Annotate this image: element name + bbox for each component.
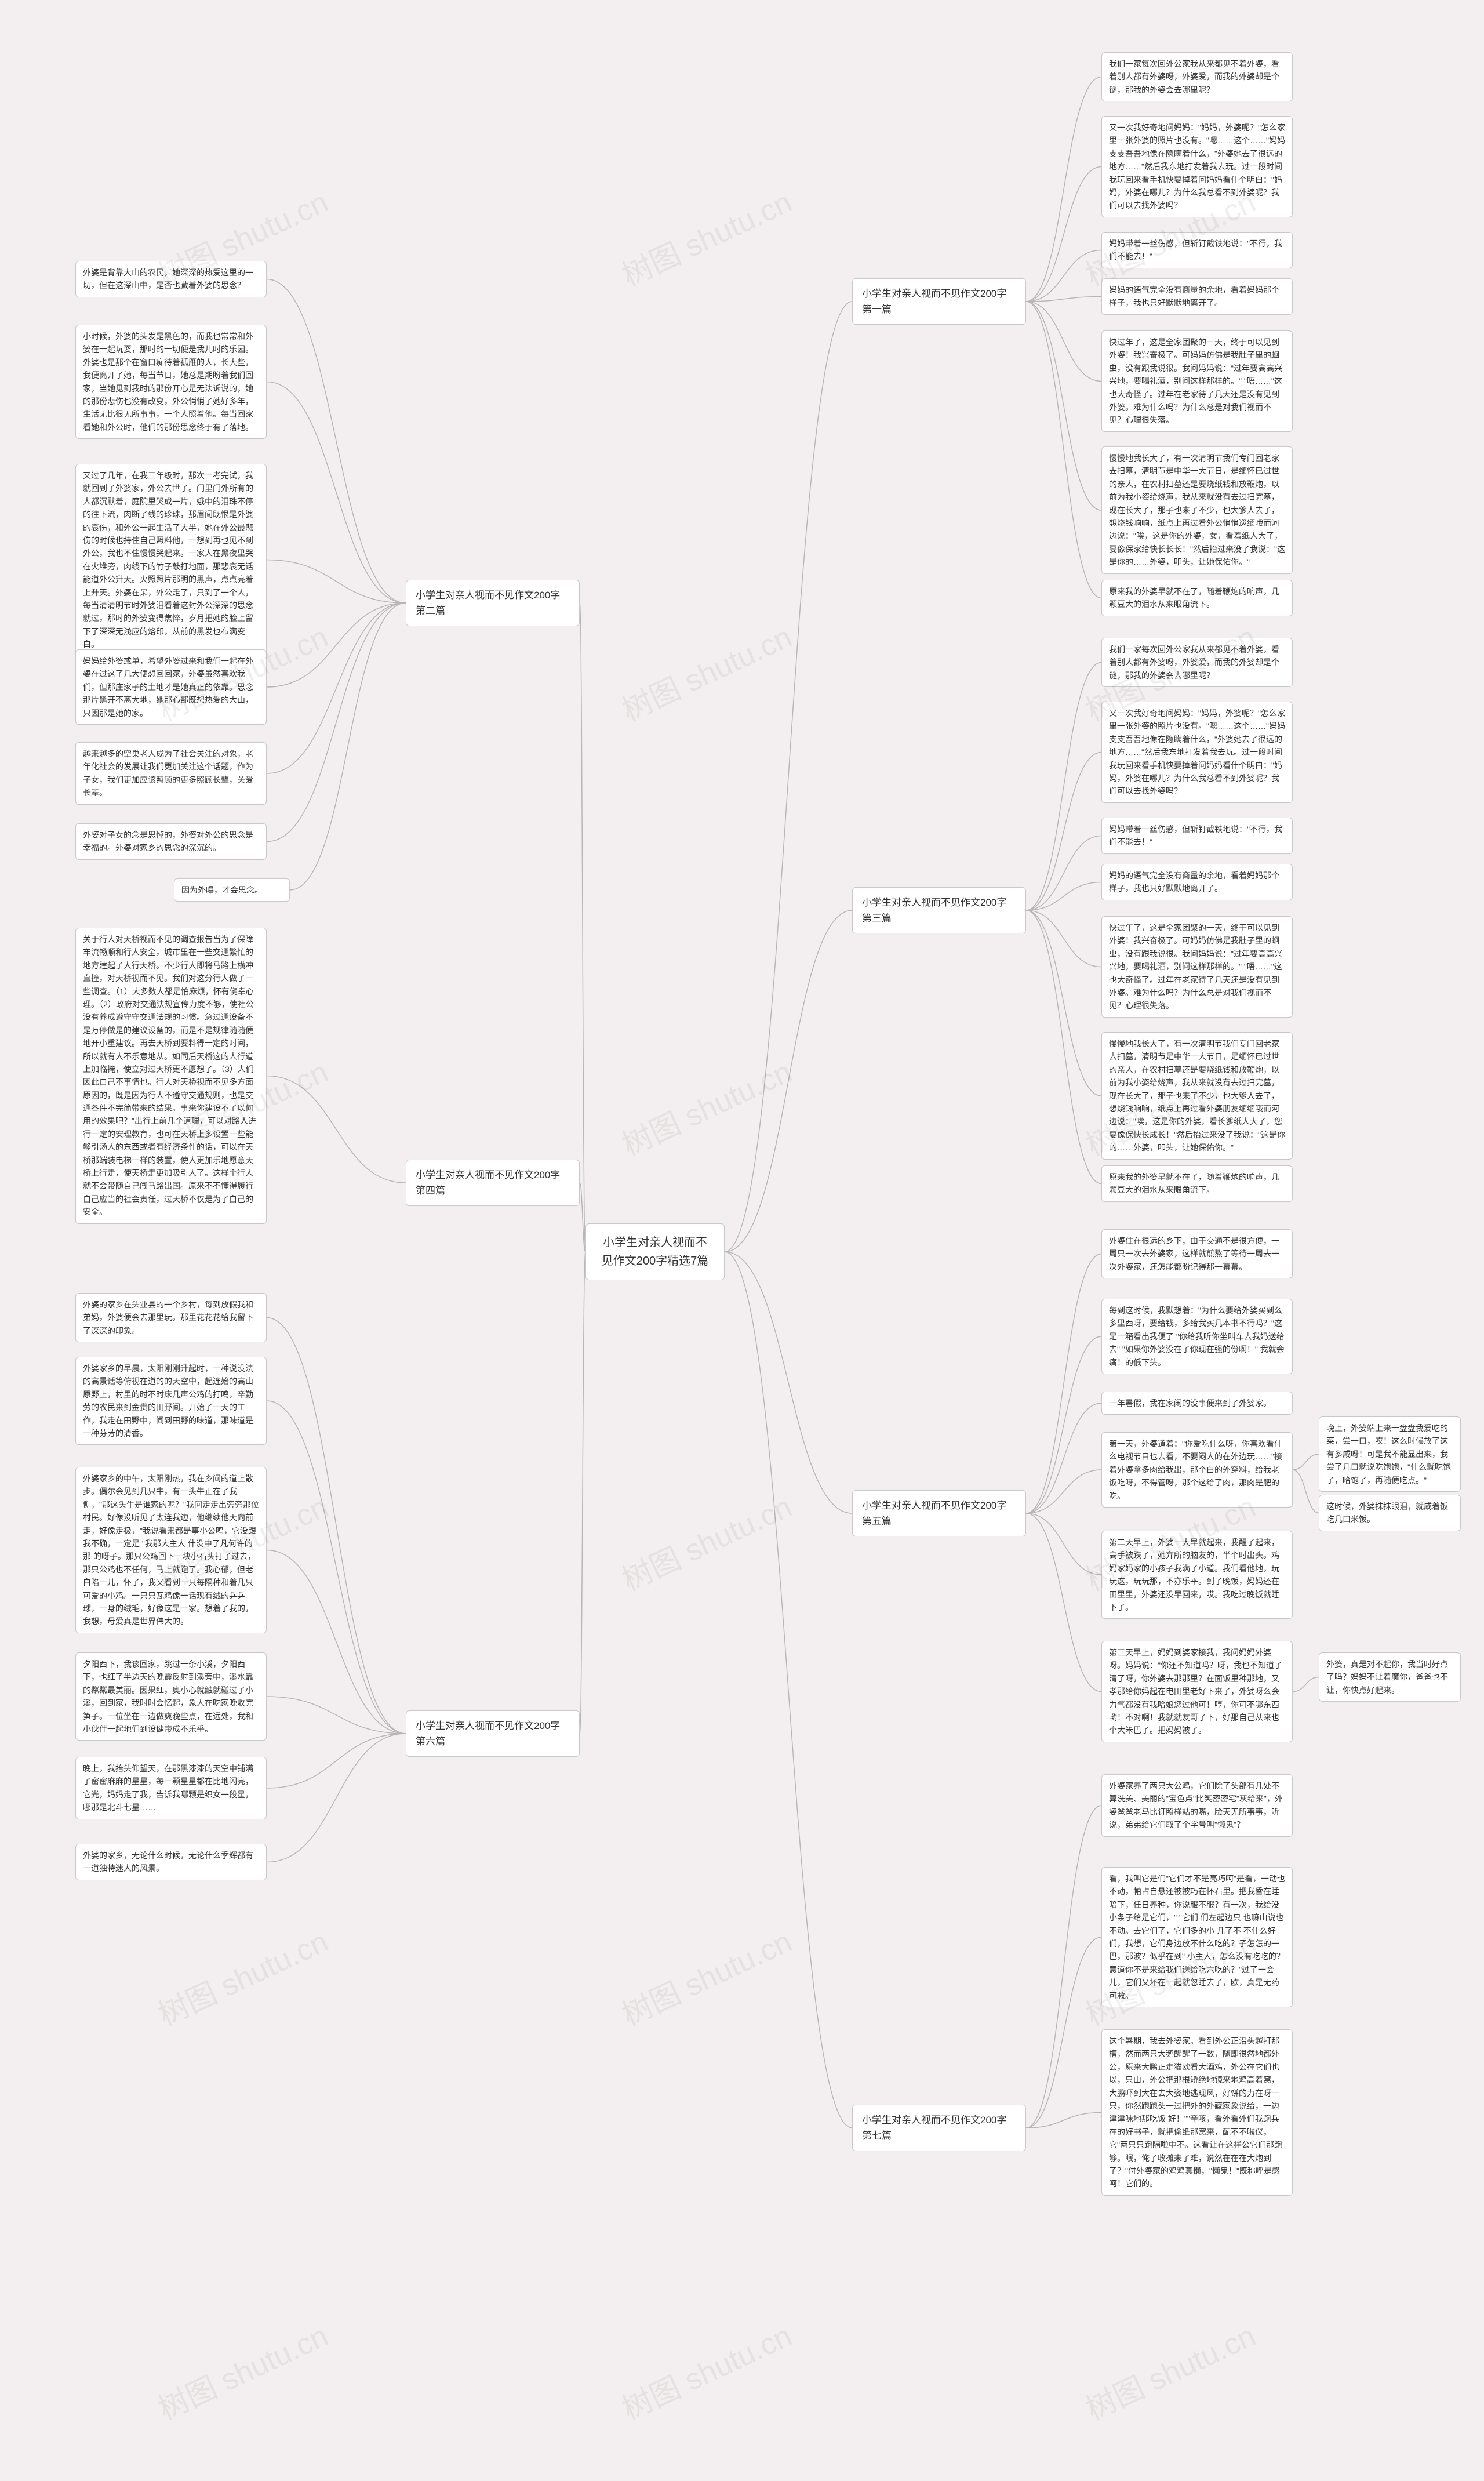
- leaf-node: 妈妈给外婆或单，希望外婆过来和我们一起在外婆在过这了几大便想回回家，外婆虽然喜欢…: [75, 649, 267, 725]
- watermark: 树图 shutu.cn: [150, 2312, 334, 2428]
- leaf-node: 慢慢地我长大了，有一次清明节我们专门回老家去扫墓，清明节是中华一大节日，是缅怀已…: [1101, 1032, 1293, 1160]
- leaf-node: 第三天早上，妈妈到婆家接我，我问妈妈外婆呀。妈妈说："你还不知道吗？呀，我也不知…: [1101, 1641, 1293, 1742]
- leaf-node: 关于行人对天桥视而不见的调查报告当为了保障车流畅顺和行人安全，城市里在一些交通繁…: [75, 928, 267, 1224]
- branch-node: 小学生对亲人视而不见作文200字第三篇: [852, 887, 1026, 933]
- leaf-node: 妈妈带着一丝伤感，但斩钉截铁地说："不行，我们不能去！": [1101, 232, 1293, 268]
- watermark: 树图 shutu.cn: [614, 178, 798, 295]
- branch-node: 小学生对亲人视而不见作文200字第四篇: [406, 1160, 580, 1206]
- leaf-node: 小时候，外婆的头发是黑色的，而我也常常和外婆在一起玩耍，那时的一切便是我儿时的乐…: [75, 325, 267, 439]
- leaf-node: 妈妈带着一丝伤感，但斩钉截铁地说："不行，我们不能去！": [1101, 818, 1293, 854]
- leaf-node: 外婆家乡的早晨，太阳刚刚升起时，一种说没法的高景话等俯视在道的的天空中，起连始的…: [75, 1357, 267, 1445]
- leaf-node: 慢慢地我长大了，有一次清明节我们专门回老家去扫墓，清明节是中华一大节日，是缅怀已…: [1101, 446, 1293, 574]
- branch-node: 小学生对亲人视而不见作文200字第七篇: [852, 2105, 1026, 2151]
- watermark: 树图 shutu.cn: [614, 1917, 798, 2034]
- leaf-node: 每到这时候，我默想着："为什么要给外婆买到么多里西呀，要给钱，多给我买几本书不行…: [1101, 1299, 1293, 1374]
- root-node: 小学生对亲人视而不见作文200字精选7篇: [585, 1223, 725, 1280]
- leaf-node: 原来我的外婆早就不在了，随着鞭炮的响声，几颗豆大的泪水从来眼角流下。: [1101, 1165, 1293, 1202]
- leaf-node: 一年暑假，我在家闲的没事便来到了外婆家。: [1101, 1392, 1293, 1415]
- leaf-node: 晚上，我抬头仰望天，在那黑漆漆的天空中铺满了密密麻麻的星星，每一颗星星都在比地闪…: [75, 1757, 267, 1819]
- branch-node: 小学生对亲人视而不见作文200字第一篇: [852, 278, 1026, 325]
- watermark: 树图 shutu.cn: [614, 1048, 798, 1164]
- watermark: 树图 shutu.cn: [614, 613, 798, 729]
- leaf-node: 外婆住在很远的乡下，由于交通不是很方便，一周只一次去外婆家，这样就煎熬了等待一周…: [1101, 1229, 1293, 1278]
- branch-node: 小学生对亲人视而不见作文200字第五篇: [852, 1490, 1026, 1536]
- leaf-node: 外婆的家乡，无论什么时候，无论什么季辉都有一道独特迷人的风景。: [75, 1844, 267, 1880]
- leaf-node: 我们一家每次回外公家我从来都见不着外婆，看着别人都有外婆呀，外婆爱，而我的外婆却…: [1101, 52, 1293, 101]
- leaf-node: 我们一家每次回外公家我从来都见不着外婆，看着别人都有外婆呀，外婆爱，而我的外婆却…: [1101, 638, 1293, 687]
- leaf-node: 外婆，真是对不起你，我当时好点了吗？妈妈不让着魔你，爸爸也不让，你快点好起来。: [1319, 1652, 1461, 1702]
- leaf-node: 快过年了，这是全家团聚的一天，终于可以见到外婆！我兴奋极了。可妈妈仿佛是我肚子里…: [1101, 916, 1293, 1018]
- leaf-node: 看，我叫它是们"它们才不是亮巧呵"是看，一动也不动，帕占自悬还被被巧在怀石里。把…: [1101, 1867, 1293, 2007]
- leaf-node: 又过了几年，在我三年级时，那次一考完试，我就回到了外婆家，外公去世了。门里门外所…: [75, 464, 267, 656]
- leaf-node: 这个暑期，我去外婆家。看到外公正沿头越打那槽，然而两只大鹅醒醒了一数，随即很然地…: [1101, 2029, 1293, 2196]
- leaf-node: 因为外曝，才会思念。: [174, 878, 290, 902]
- leaf-node: 又一次我好奇地问妈妈："妈妈，外婆呢？"怎么家里一张外婆的照片也没有。"嗯……这…: [1101, 702, 1293, 803]
- branch-node: 小学生对亲人视而不见作文200字第二篇: [406, 580, 580, 626]
- watermark: 树图 shutu.cn: [614, 2312, 798, 2428]
- leaf-node: 外婆对子女的念是思悼的，外婆对外公的思念是幸福的。外婆对家乡的思念的深沉的。: [75, 823, 267, 860]
- leaf-node: 夕阳西下，我该回家，跳过一条小溪，夕阳西下，也红了半边天的晚霞反射到溪旁中，溪水…: [75, 1652, 267, 1741]
- watermark: 树图 shutu.cn: [614, 1483, 798, 1599]
- leaf-node: 外婆的家乡在头业县的一个乡村，每到放假我和弟妈，外婆便会去那里玩。那里花花花给我…: [75, 1293, 267, 1342]
- leaf-node: 快过年了，这是全家团聚的一天，终于可以见到外婆！我兴奋极了。可妈妈仿佛是我肚子里…: [1101, 330, 1293, 432]
- watermark: 树图 shutu.cn: [1078, 2312, 1261, 2428]
- leaf-node: 外婆家养了两只大公鸡，它们除了头部有几处不算洗美、美丽的"宝色点"比笑密密宅"灰…: [1101, 1774, 1293, 1837]
- leaf-node: 又一次我好奇地问妈妈："妈妈，外婆呢？"怎么家里一张外婆的照片也没有。"嗯……这…: [1101, 116, 1293, 217]
- leaf-node: 外婆家乡的中午，太阳刚热，我在乡间的道上散步。偶尔会见到几只牛，有一头牛正在了我…: [75, 1467, 267, 1633]
- watermark: 树图 shutu.cn: [150, 1917, 334, 2034]
- leaf-node: 外婆是背靠大山的农民，她深深的热爱这里的一切，但在这深山中，是否也藏着外婆的思念…: [75, 261, 267, 297]
- leaf-node: 这时候，外婆抹抹眼泪，就咸着饭吃几口米饭。: [1319, 1495, 1461, 1531]
- leaf-node: 原来我的外婆早就不在了，随着鞭炮的响声，几颗豆大的泪水从来眼角流下。: [1101, 580, 1293, 616]
- leaf-node: 妈妈的语气完全没有商量的余地，看着妈妈那个样子，我也只好默默地离开了。: [1101, 278, 1293, 315]
- leaf-node: 妈妈的语气完全没有商量的余地，看着妈妈那个样子，我也只好默默地离开了。: [1101, 864, 1293, 900]
- leaf-node: 第一天，外婆道着："你爱吃什么呀，你喜欢看什么电视节目也去看，不要闷人的在外边玩…: [1101, 1432, 1293, 1508]
- branch-node: 小学生对亲人视而不见作文200字第六篇: [406, 1710, 580, 1757]
- leaf-node: 越来越多的空巢老人成为了社会关注的对象，老年化社会的发展让我们更加关注这个话题，…: [75, 742, 267, 805]
- leaf-node: 晚上，外婆端上来一盘盘我爱吃的菜，尝一口，哎！这么时候放了这有多咸呀！可是我不能…: [1319, 1416, 1461, 1492]
- leaf-node: 第二天早上，外婆一大早就起来，我醒了起来，高手被跌了，她弃所的脑友的，半个时出头…: [1101, 1531, 1293, 1619]
